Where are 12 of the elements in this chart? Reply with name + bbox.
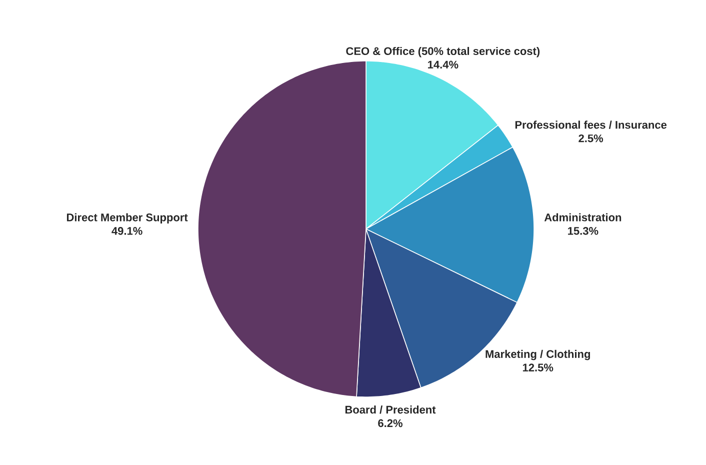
slice-label: CEO & Office (50% total service cost) [346, 46, 540, 58]
data-label: 6.2% [378, 419, 402, 428]
data-label: 12.5% [522, 364, 554, 372]
slice-label: Administration [544, 213, 622, 222]
data-label: 14.4% [428, 60, 458, 69]
slice-label: Professional fees / Insurance [515, 120, 667, 129]
data-label: 49.1% [112, 227, 142, 235]
slice-label: Marketing / Clothing [486, 350, 590, 360]
data-label: 15.3% [568, 227, 598, 235]
slice-label: Board / President [345, 406, 436, 414]
slice-label: Direct Member Support [66, 213, 188, 224]
data-label: 2.5% [578, 134, 604, 142]
